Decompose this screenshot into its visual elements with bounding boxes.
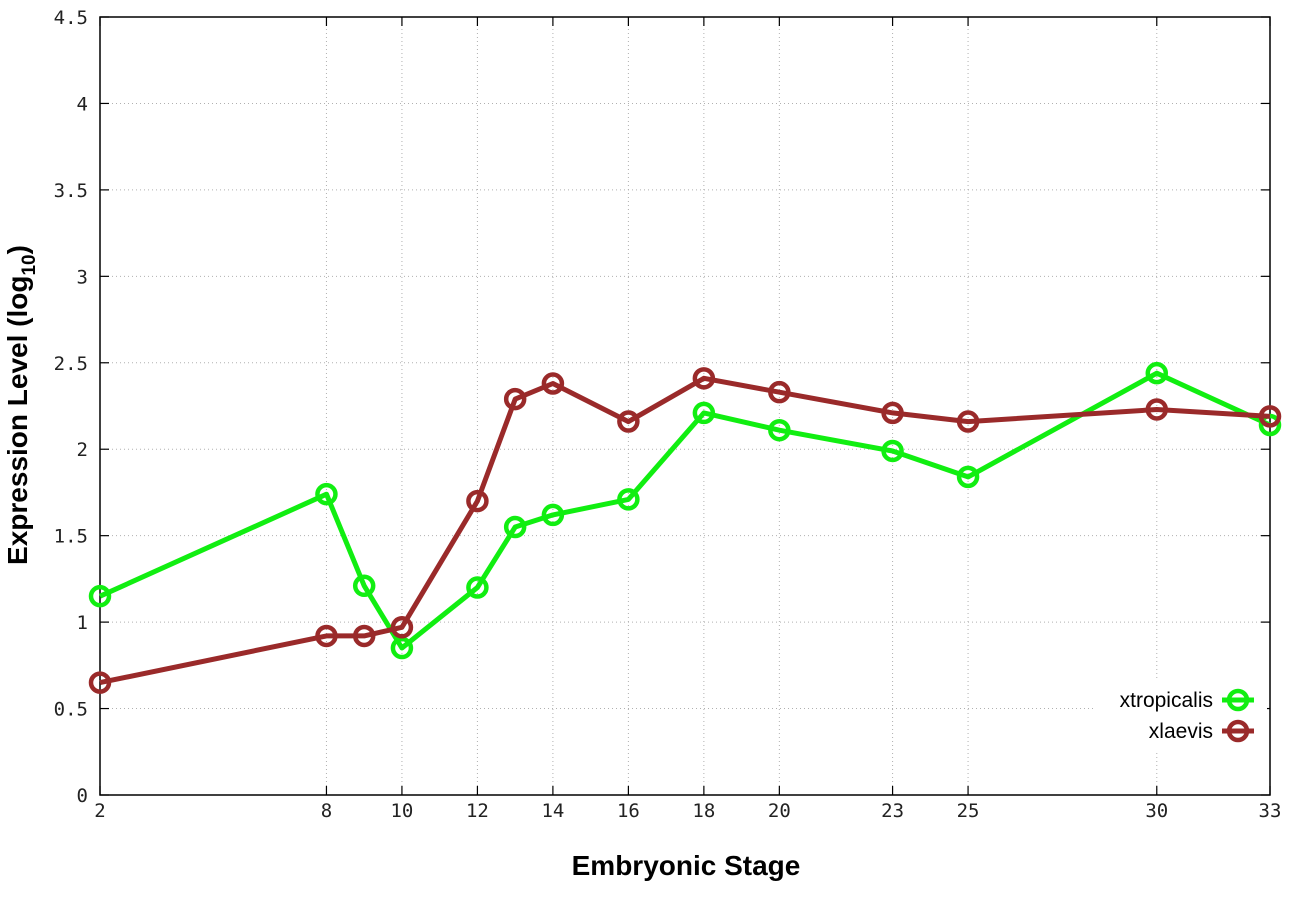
y-tick-label: 2 bbox=[77, 439, 88, 461]
y-tick-label: 4 bbox=[77, 93, 88, 115]
grid bbox=[100, 17, 1270, 795]
y-tick-label: 1 bbox=[77, 612, 88, 634]
series-group bbox=[88, 361, 1282, 694]
y-axis-title-suffix: ) bbox=[2, 245, 33, 254]
x-tick-label: 2 bbox=[94, 800, 105, 822]
data-point-xlaevis bbox=[541, 372, 565, 395]
data-point-xlaevis bbox=[692, 367, 716, 390]
data-point-xlaevis bbox=[1145, 398, 1169, 421]
data-point-xlaevis bbox=[617, 410, 640, 433]
x-tick-label: 20 bbox=[768, 800, 791, 822]
legend-label-xlaevis: xlaevis bbox=[1149, 720, 1213, 743]
x-axis-title: Embryonic Stage bbox=[572, 850, 801, 881]
data-point-xlaevis bbox=[1258, 405, 1282, 428]
x-tick-label: 25 bbox=[957, 800, 980, 822]
y-tick-label: 3.5 bbox=[54, 180, 88, 202]
x-tick-label: 30 bbox=[1145, 800, 1168, 822]
data-point-xtropicalis bbox=[503, 515, 527, 539]
x-tick-label: 23 bbox=[881, 800, 904, 822]
data-point-xlaevis bbox=[956, 410, 980, 433]
series-line-xlaevis bbox=[99, 375, 1271, 686]
y-tick-label: 3 bbox=[77, 266, 88, 288]
data-point-xlaevis bbox=[88, 671, 112, 694]
data-point-xlaevis bbox=[881, 401, 904, 425]
y-tick-label: 4.5 bbox=[54, 7, 88, 29]
legend-label-xtropicalis: xtropicalis bbox=[1120, 689, 1213, 712]
data-point-xtropicalis bbox=[881, 439, 904, 463]
data-point-xtropicalis bbox=[541, 503, 565, 527]
x-tick-label: 8 bbox=[321, 800, 332, 822]
data-point-xtropicalis bbox=[692, 401, 716, 425]
data-point-xtropicalis bbox=[768, 418, 791, 442]
data-point-xtropicalis bbox=[617, 488, 640, 511]
x-tick-label: 33 bbox=[1259, 800, 1282, 822]
x-tick-label: 18 bbox=[692, 800, 715, 822]
data-point-xtropicalis bbox=[466, 576, 489, 599]
legend-marker-xlaevis bbox=[1226, 719, 1250, 743]
data-point-xlaevis bbox=[768, 380, 791, 404]
y-axis-title: Expression Level (log10) bbox=[2, 245, 40, 565]
y-axis-title-subscript: 10 bbox=[19, 254, 40, 275]
data-point-xtropicalis bbox=[956, 465, 980, 489]
series-line-xtropicalis bbox=[98, 370, 1272, 651]
legend-marker-xtropicalis bbox=[1226, 688, 1250, 712]
data-point-xlaevis bbox=[315, 624, 338, 648]
y-tick-label: 1.5 bbox=[54, 526, 88, 548]
data-point-xtropicalis bbox=[315, 482, 338, 506]
data-point-xtropicalis bbox=[1145, 361, 1169, 385]
data-point-xtropicalis bbox=[352, 574, 376, 598]
y-tick-label: 0.5 bbox=[54, 699, 88, 721]
x-tick-label: 12 bbox=[466, 800, 489, 822]
data-point-xtropicalis bbox=[390, 636, 414, 660]
data-point-xtropicalis bbox=[88, 584, 112, 608]
y-tick-label: 0 bbox=[77, 785, 88, 807]
legend: xtropicalis xlaevis bbox=[1095, 680, 1267, 750]
data-point-xlaevis bbox=[390, 616, 414, 639]
series-xtropicalis bbox=[88, 361, 1282, 660]
y-tick-label: 2.5 bbox=[54, 353, 88, 375]
axis-ticks: 0 0.5 1 1.5 2 2.5 3 3.5 4 4.5 2 8 10 12 14 16 18 20 23 25 30… bbox=[54, 7, 1282, 822]
series-xlaevis bbox=[88, 367, 1282, 694]
x-tick-label: 14 bbox=[541, 800, 564, 822]
y-axis-title-main: Expression Level (log bbox=[2, 276, 33, 565]
data-point-xlaevis bbox=[352, 624, 376, 648]
x-tick-label: 16 bbox=[617, 800, 640, 822]
data-point-xlaevis bbox=[503, 387, 527, 411]
x-tick-label: 10 bbox=[390, 800, 413, 822]
data-point-xlaevis bbox=[466, 489, 489, 513]
